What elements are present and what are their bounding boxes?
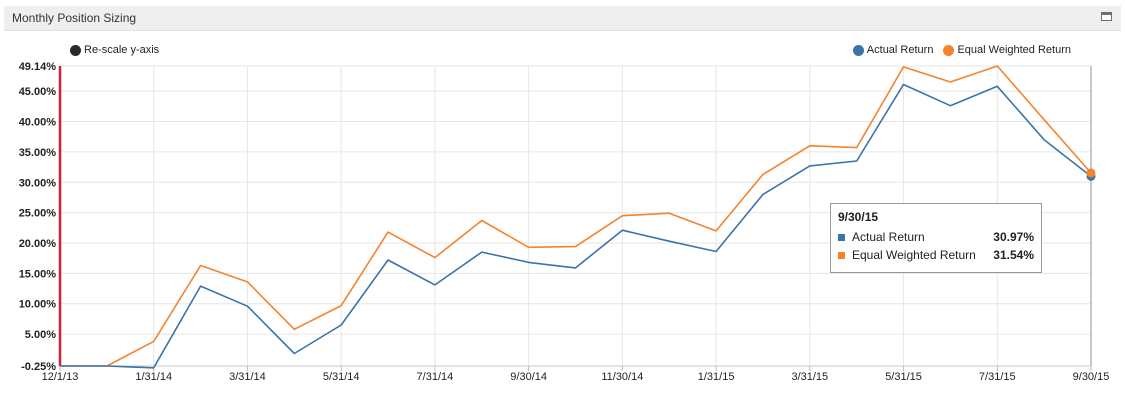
hover-marker-equal-weighted-return	[1086, 168, 1096, 178]
x-tick-label: 3/31/14	[229, 371, 266, 383]
y-tick-label: 10.00%	[19, 299, 57, 311]
legend-label: Actual Return	[866, 44, 934, 56]
tooltip-square-icon	[838, 233, 845, 241]
rescale-y-axis-toggle[interactable]: Re-scale y-axis	[70, 44, 159, 56]
y-tick-label: 20.00%	[19, 238, 57, 250]
legend-item-equal-weighted-return[interactable]: Equal Weighted Return	[943, 44, 1071, 56]
chart-legend: Actual Return Equal Weighted Return	[843, 44, 1071, 56]
y-tick-label: 15.00%	[19, 268, 57, 280]
chart-tooltip: 9/30/15 Actual Return 30.97% Equal Weigh…	[830, 203, 1042, 273]
x-tick-label: 7/31/15	[979, 371, 1016, 383]
x-tick-label: 11/30/14	[601, 371, 643, 383]
y-tick-label: -0.25%	[21, 361, 56, 373]
y-tick-label: 49.14%	[19, 61, 57, 73]
x-tick-label: 5/31/14	[323, 371, 360, 383]
x-tick-label: 3/31/15	[791, 371, 828, 383]
series-line-actual-return	[60, 83, 1092, 369]
x-tick-label: 1/31/15	[698, 371, 735, 383]
tooltip-square-icon	[838, 251, 845, 259]
x-tick-label: 9/30/15	[1073, 371, 1110, 383]
y-tick-label: 40.00%	[19, 117, 57, 129]
x-tick-label: 1/31/14	[135, 371, 172, 383]
legend-dot-icon	[852, 44, 864, 56]
tooltip-series-value: 31.54%	[993, 248, 1034, 262]
x-tick-label: 9/30/14	[510, 371, 547, 383]
legend-label: Equal Weighted Return	[957, 44, 1071, 56]
x-tick-label: 5/31/15	[885, 371, 922, 383]
maximize-icon[interactable]	[1101, 12, 1112, 21]
rescale-label: Re-scale y-axis	[84, 44, 160, 56]
tooltip-series-name: Equal Weighted Return	[852, 248, 976, 262]
tooltip-series-name: Actual Return	[852, 230, 925, 244]
y-tick-label: 35.00%	[19, 147, 57, 159]
legend-dot-icon	[943, 44, 955, 56]
rescale-dot-icon	[70, 44, 81, 56]
legend-item-actual-return[interactable]: Actual Return	[852, 44, 934, 56]
panel-title: Monthly Position Sizing	[12, 11, 137, 25]
tooltip-series-value: 30.97%	[993, 230, 1034, 244]
tooltip-date: 9/30/15	[838, 210, 879, 224]
tooltip-row-equal: Equal Weighted Return 31.54%	[838, 246, 1034, 264]
y-tick-label: 5.00%	[25, 329, 56, 341]
y-tick-label: 25.00%	[19, 208, 57, 220]
tooltip-row-actual: Actual Return 30.97%	[838, 228, 1034, 246]
x-tick-label: 12/1/13	[42, 371, 79, 383]
panel-header: Monthly Position Sizing	[4, 6, 1121, 31]
y-tick-label: 45.00%	[19, 86, 57, 98]
x-tick-label: 7/31/14	[417, 371, 454, 383]
y-tick-label: 30.00%	[19, 177, 57, 189]
series-line-equal-weighted-return	[60, 65, 1092, 367]
